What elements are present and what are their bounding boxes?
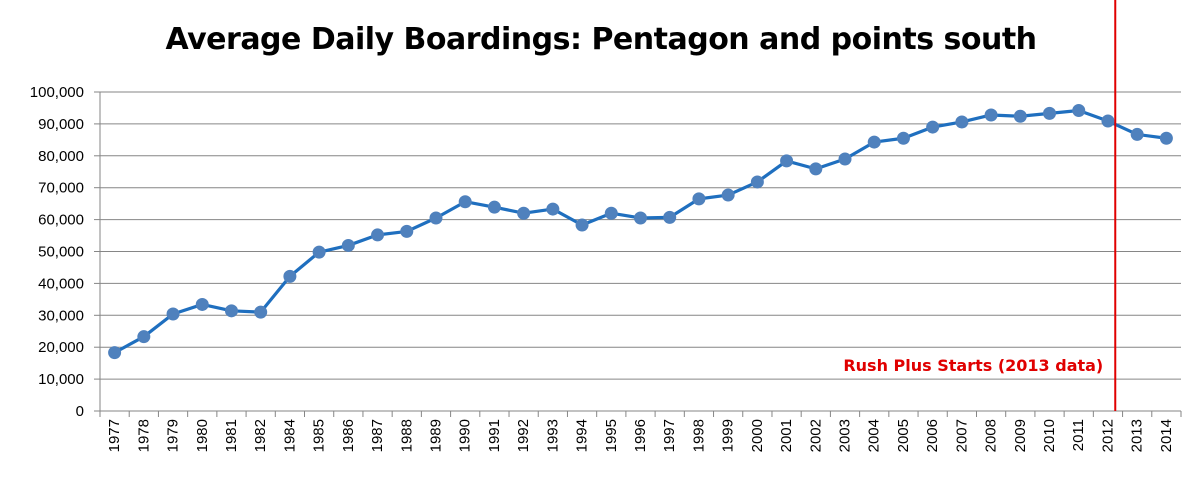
x-tick-label: 2010 [1041,419,1058,452]
data-point [400,224,414,238]
x-tick-label: 1995 [603,419,620,452]
y-tick-label: 100,000 [30,84,84,101]
annotation-group: Rush Plus Starts (2013 data) [843,0,1117,411]
x-tick-label: 2009 [1012,419,1029,452]
x-tick-label: 1992 [515,419,532,452]
data-point [517,206,531,220]
x-tick-label: 1991 [486,419,503,452]
data-point [896,131,910,145]
data-point [721,188,735,202]
x-tick-label: 2005 [895,419,912,452]
data-point [1130,127,1144,141]
data-point [195,297,209,311]
data-point [750,175,764,189]
data-point [634,211,647,225]
x-tick-label: 1994 [574,419,591,452]
x-tick-label: 2014 [1158,419,1175,452]
x-tick-label: 1979 [165,419,182,452]
data-point [487,200,501,214]
x-tick-label: 1986 [340,419,357,452]
data-point [1072,104,1086,118]
x-tick-label: 1987 [369,419,386,452]
gridlines [94,91,1181,412]
x-tick-label: 1985 [311,419,328,452]
data-point [137,330,151,344]
axes [99,92,1182,417]
data-point [371,228,385,242]
data-point [838,152,852,166]
y-tick-label: 20,000 [38,339,84,356]
data-point [867,135,881,149]
data-point [458,195,472,209]
x-tick-label: 2002 [807,419,824,452]
y-tick-label: 10,000 [38,371,84,388]
chart-title: Average Daily Boardings: Pentagon and po… [165,22,1037,57]
x-tick-label: 2011 [1070,419,1087,451]
x-axis-tick-labels: 1977 1978 1979 1980 1981 1982 1984 1985 1986 1987… [106,419,1175,452]
x-tick-label: 1988 [398,419,415,452]
x-tick-label: 1984 [281,419,298,452]
data-point [663,210,677,224]
data-point [1043,106,1057,120]
data-point [780,154,794,168]
x-tick-label: 1989 [427,419,444,452]
y-tick-label: 40,000 [38,275,84,292]
y-tick-label: 70,000 [38,180,84,197]
data-point [692,192,706,206]
x-tick-label: 1998 [690,419,707,452]
data-point [108,346,122,360]
x-tick-label: 1977 [106,419,123,452]
data-point [283,269,297,283]
data-point [546,202,560,216]
x-tick-label: 1996 [632,419,649,452]
data-point [955,115,969,129]
x-tick-label: 1990 [457,419,474,452]
x-tick-label: 2000 [749,419,766,452]
rush-plus-annotation: Rush Plus Starts (2013 data) [843,356,1103,375]
data-point [575,218,589,232]
x-tick-label: 1993 [544,419,561,452]
y-tick-label: 50,000 [38,244,84,261]
data-point [809,162,823,176]
y-tick-label: 60,000 [38,212,84,229]
data-point [604,206,618,220]
x-tick-label: 2001 [778,419,795,452]
x-tick-label: 2003 [837,419,854,452]
x-tick-label: 1997 [661,419,678,452]
x-tick-label: 1980 [194,419,211,452]
y-tick-label: 0 [76,403,84,420]
x-tick-label: 2008 [983,419,1000,452]
x-tick-label: 1982 [252,419,269,452]
x-tick-label: 1981 [223,419,240,452]
x-tick-label: 2013 [1129,419,1146,452]
data-point [341,238,355,252]
x-tick-label: 1978 [135,419,152,452]
y-axis-tick-labels: 0 10,000 20,000 30,000 40,000 50,000 60,000 70,… [30,84,84,420]
data-point [312,245,326,259]
data-point [166,307,180,321]
data-point [1101,114,1115,128]
data-point [429,211,443,225]
data-point [984,108,998,122]
y-tick-label: 80,000 [38,148,84,165]
x-tick-label: 1999 [720,419,737,452]
x-tick-label: 2012 [1099,419,1116,452]
x-tick-label: 2007 [953,419,970,452]
x-tick-label: 2006 [924,419,941,452]
data-point [254,305,268,319]
series-line [113,108,1167,355]
y-tick-label: 30,000 [38,307,84,324]
series-group [108,104,1173,360]
y-tick-label: 90,000 [38,116,84,133]
data-point [224,304,238,318]
data-point [1159,131,1173,145]
x-tick-label: 2004 [866,419,883,452]
data-point [1013,109,1027,123]
data-point [926,120,940,134]
